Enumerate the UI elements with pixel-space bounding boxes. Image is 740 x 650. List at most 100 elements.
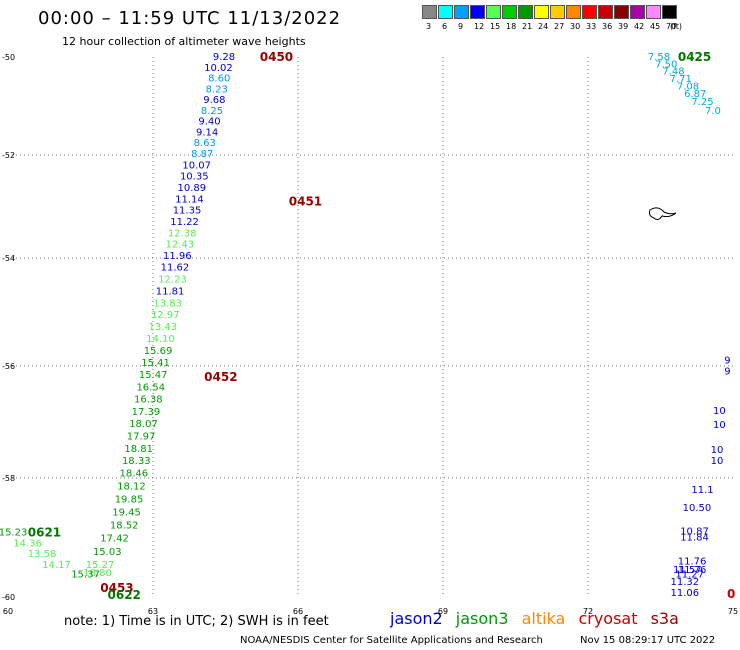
legend-swatch xyxy=(454,5,469,19)
wave-height-value: 16.80 xyxy=(83,568,112,579)
legend-label: 42 xyxy=(634,22,645,31)
legend-label: 9 xyxy=(458,22,464,31)
satellite-jason2: jason2 xyxy=(390,609,443,628)
wave-height-value: 8.87 xyxy=(191,149,213,160)
wave-height-value: 16.54 xyxy=(136,382,165,393)
legend-swatch xyxy=(662,5,677,19)
wave-height-value: 13.58 xyxy=(28,549,57,560)
wave-height-value: 11.57 xyxy=(673,565,702,576)
satellite-jason3: jason3 xyxy=(455,609,509,628)
lat-tick-label: -60 xyxy=(2,593,15,602)
wave-height-value: 10.87 xyxy=(680,527,709,538)
lon-tick-label: 72 xyxy=(583,607,593,616)
wave-height-value: 11.96 xyxy=(163,251,192,262)
lat-tick-label: -50 xyxy=(2,53,15,62)
wave-height-value: 10 xyxy=(711,445,724,456)
legend-swatch xyxy=(486,5,501,19)
wave-height-value: 8.63 xyxy=(194,138,216,149)
wave-height-value: 10.07 xyxy=(182,160,211,171)
satellite-key: jason2 jason3 altika cryosat s3a xyxy=(390,609,687,628)
wave-height-value: 15.41 xyxy=(141,358,170,369)
legend-swatch xyxy=(566,5,581,19)
legend-unit: (ft) xyxy=(670,22,683,31)
wave-height-value: 7.0 xyxy=(705,106,721,117)
lat-tick-label: -58 xyxy=(2,474,15,483)
wave-height-value: 7.25 xyxy=(691,97,713,108)
wave-height-value: 15.27 xyxy=(86,560,115,571)
wave-height-value: 7.08 xyxy=(677,81,699,92)
legend-label: 45 xyxy=(650,22,661,31)
pass-time-label: 0450 xyxy=(260,50,293,64)
wave-height-value: 17.42 xyxy=(100,534,129,545)
wave-height-value: 9 xyxy=(724,367,730,378)
wave-height-value: 14.36 xyxy=(13,538,42,549)
legend-swatch xyxy=(550,5,565,19)
wave-height-value: 11.76 xyxy=(678,565,707,576)
wave-height-value: 15.69 xyxy=(144,346,173,357)
wave-height-value: 10.89 xyxy=(178,183,207,194)
wave-height-value: 18.46 xyxy=(120,469,149,480)
pass-time-label: 0622 xyxy=(108,588,141,602)
legend-label: 36 xyxy=(602,22,613,31)
legend-label: 3 xyxy=(426,22,432,31)
legend-label: 33 xyxy=(586,22,597,31)
lat-tick-label: -56 xyxy=(2,362,15,371)
legend-swatch xyxy=(534,5,549,19)
credit-line: NOAA/NESDIS Center for Satellite Applica… xyxy=(240,635,543,646)
legend-swatch xyxy=(518,5,533,19)
wave-height-value: 7.58 xyxy=(648,52,670,63)
wave-height-value: 11.76 xyxy=(678,556,707,567)
wave-height-value: 7.71 xyxy=(670,74,692,85)
legend-swatch xyxy=(630,5,645,19)
pass-time-label: 0425 xyxy=(678,50,711,64)
wave-height-value: 14.10 xyxy=(146,334,175,345)
wave-height-value: 11.06 xyxy=(671,588,700,599)
page-subtitle: 12 hour collection of altimeter wave hei… xyxy=(62,35,306,48)
legend-swatch xyxy=(614,5,629,19)
wave-height-value: 14.17 xyxy=(42,560,71,571)
wave-height-value: 12.23 xyxy=(158,275,187,286)
wave-height-value: 15.23 xyxy=(0,528,27,539)
wave-height-value: 18.12 xyxy=(117,481,146,492)
wave-height-value: 15.03 xyxy=(93,547,122,558)
wave-height-value: 18.52 xyxy=(110,521,139,532)
satellite-s3a: s3a xyxy=(650,609,679,628)
pass-time-label: 0621 xyxy=(28,526,61,540)
legend-swatch xyxy=(598,5,613,19)
generated-time: Nov 15 08:29:17 UTC 2022 xyxy=(580,635,716,646)
wave-height-value: 10 xyxy=(713,406,726,417)
wave-height-value: 12.97 xyxy=(151,310,180,321)
color-legend: 3 6 9 12 15 18 21 24 27 30 33 36 39 42 45 70 (ft) xyxy=(422,5,682,34)
wave-height-value: 13.83 xyxy=(153,298,182,309)
wave-height-value: 11.35 xyxy=(173,206,202,217)
legend-label: 12 xyxy=(474,22,485,31)
pass-time-label: 0452 xyxy=(204,370,237,384)
legend-swatches xyxy=(422,5,678,19)
wave-height-value: 17.39 xyxy=(132,407,161,418)
wave-height-value: 11.27 xyxy=(675,569,704,580)
legend-swatch xyxy=(470,5,485,19)
wave-height-value: 8.25 xyxy=(201,106,223,117)
wave-height-value: 18.07 xyxy=(129,419,158,430)
legend-swatch xyxy=(502,5,517,19)
wave-height-value: 15.37 xyxy=(71,569,100,580)
wave-height-value: 12.38 xyxy=(168,228,197,239)
island-outline xyxy=(649,207,677,221)
wave-height-value: 8.23 xyxy=(206,84,228,95)
wave-height-value: 11.14 xyxy=(175,194,204,205)
pass-time-label: 0453 xyxy=(100,581,133,595)
wave-height-value: 8.60 xyxy=(208,74,230,85)
wave-height-value: 11.84 xyxy=(680,533,709,544)
legend-label: 21 xyxy=(522,22,533,31)
wave-height-value: 11.32 xyxy=(671,577,700,588)
wave-height-value: 7.50 xyxy=(655,59,677,70)
wave-height-value: 10 xyxy=(713,420,726,431)
legend-swatch xyxy=(646,5,661,19)
lat-tick-label: -52 xyxy=(2,151,15,160)
legend-label: 27 xyxy=(554,22,565,31)
wave-height-value: 18.81 xyxy=(124,444,153,455)
wave-height-value: 15.47 xyxy=(139,370,168,381)
legend-swatch xyxy=(582,5,597,19)
wave-height-value: 9 xyxy=(724,356,730,367)
legend-label: 6 xyxy=(442,22,448,31)
